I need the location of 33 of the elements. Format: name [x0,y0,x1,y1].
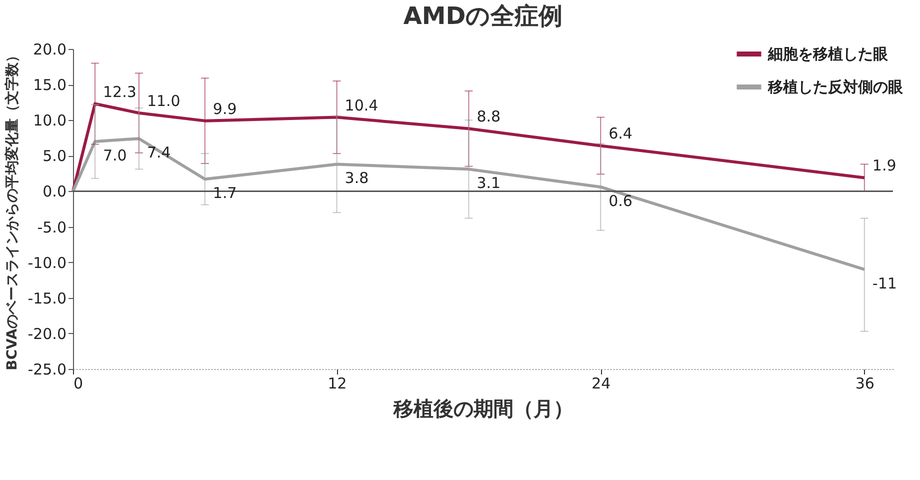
y-tick-label: -15.0 [28,289,66,308]
y-tick-label: -25.0 [28,360,66,378]
x-axis-title: 移植後の期間（月） [392,396,574,420]
data-label: -11 [872,274,897,292]
y-tick-label: 0.0 [42,182,66,201]
legend-label: 細胞を移植した眼 [767,45,889,63]
data-label: 12.3 [102,82,136,101]
data-label: 7.0 [102,146,127,164]
line-series [72,137,866,271]
data-label: 3.1 [476,174,501,192]
data-label: 3.8 [344,169,369,188]
y-tick-label: 10.0 [33,112,66,130]
data-label: 0.6 [608,192,632,210]
y-tick-label: -5.0 [37,218,66,236]
data-label: 8.8 [476,108,501,126]
y-tick-label: 15.0 [33,76,66,94]
data-label: 7.4 [146,144,171,162]
x-tick-label: 0 [74,374,84,392]
y-axis-title: BCVAのベースラインからの平均変化量（文字数） [4,48,21,370]
data-label: 1.9 [872,156,896,175]
x-tick-label: 36 [855,374,874,392]
y-tick-label: -10.0 [28,254,66,272]
data-label: 11.0 [146,92,180,110]
x-tick-label: 12 [328,374,347,392]
x-tick-label: 24 [592,374,611,392]
y-tick-label: 5.0 [42,147,66,166]
data-label: 6.4 [608,124,632,143]
chart-title: AMDの全症例 [403,2,563,30]
y-tick-label: 20.0 [33,40,66,58]
legend-label: 移植した反対側の眼 [767,78,904,96]
data-label: 10.4 [344,96,378,114]
y-tick-label: -20.0 [28,324,66,343]
data-label: 9.9 [212,100,237,118]
